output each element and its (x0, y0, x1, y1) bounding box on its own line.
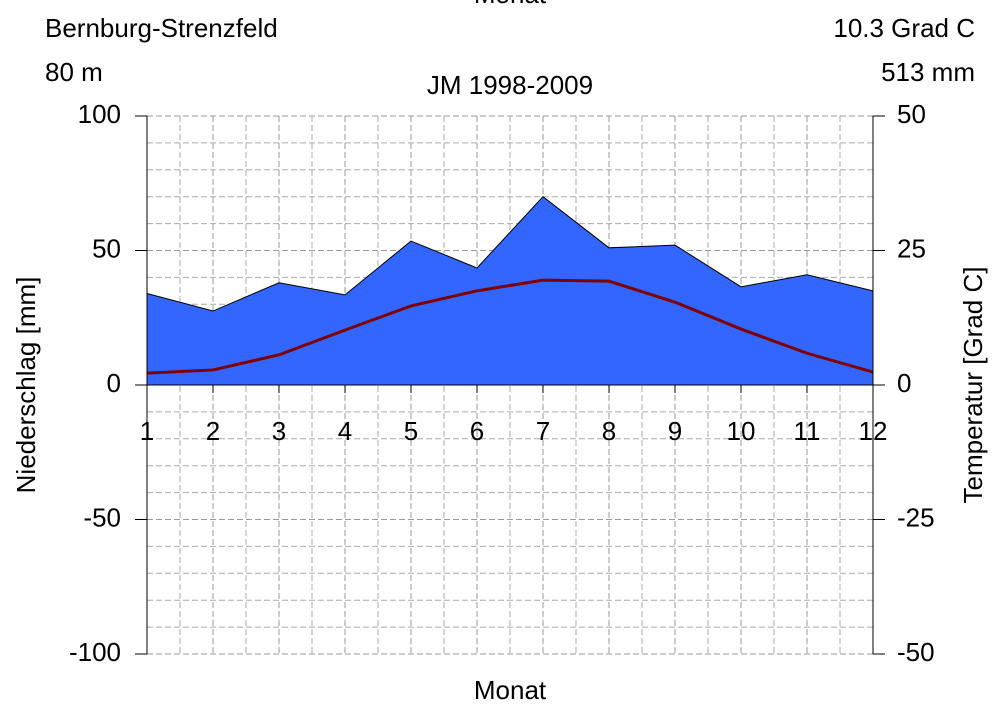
top-label: Monat (474, 0, 547, 9)
y-tick-label: 100 (78, 99, 121, 129)
x-tick-label: 3 (272, 416, 286, 446)
annual-precipitation: 513 mm (881, 57, 975, 87)
x-tick-label: 6 (470, 416, 484, 446)
y-tick-label: 50 (92, 233, 121, 263)
station: Bernburg-Strenzfeld (45, 13, 278, 43)
precipitation-area (147, 196, 873, 385)
temperature-line (146, 278, 874, 375)
x-tick-label: 12 (859, 416, 888, 446)
x-tick-label: 2 (206, 416, 220, 446)
elevation: 80 m (45, 57, 103, 87)
x-tick-label: 5 (404, 416, 418, 446)
y2-tick-label: 0 (897, 368, 911, 398)
y-tick-label: -100 (69, 637, 121, 667)
y2-axis-label: Temperatur [Grad C] (958, 267, 988, 504)
y-tick-label: -50 (83, 502, 121, 532)
precipitation-outline (146, 196, 874, 312)
x-tick-label: 8 (602, 416, 616, 446)
x-tick-label: 1 (140, 416, 154, 446)
x-tick-label: 9 (668, 416, 682, 446)
x-axis-label: Monat (474, 675, 547, 705)
y2-tick-label: 50 (897, 99, 926, 129)
y2-tick-label: 25 (897, 233, 926, 263)
y2-tick-label: -50 (897, 637, 935, 667)
mean-temperature: 10.3 Grad C (833, 13, 975, 43)
y-tick-label: 0 (107, 368, 121, 398)
subtitle: JM 1998-2009 (427, 70, 593, 100)
y-axis-label: Niederschlag [mm] (11, 277, 41, 494)
x-tick-label: 4 (338, 416, 352, 446)
x-tick-label: 11 (794, 416, 821, 446)
x-tick-label: 7 (536, 416, 550, 446)
x-tick-label: 10 (727, 416, 756, 446)
y2-tick-label: -25 (897, 502, 935, 532)
